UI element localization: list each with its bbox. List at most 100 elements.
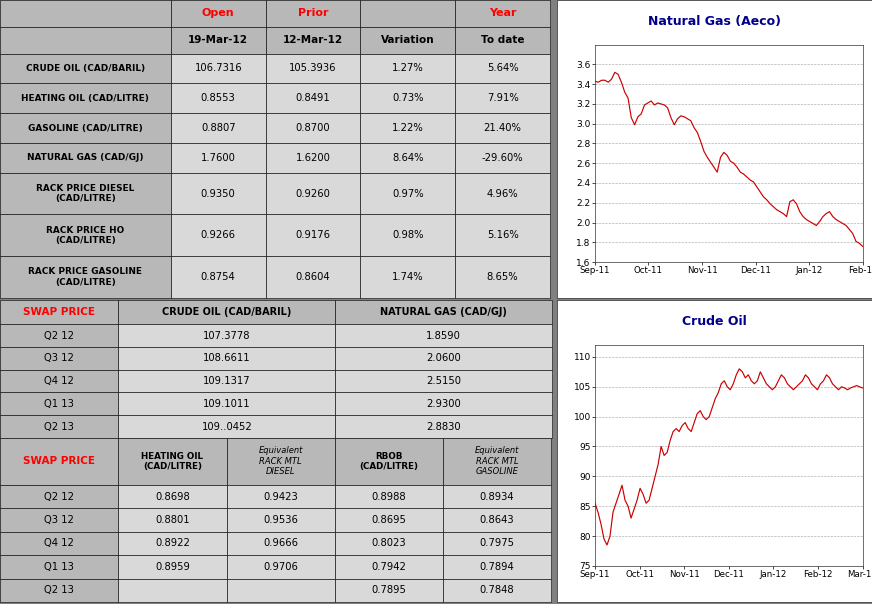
Bar [442, 555, 551, 579]
Bar [0, 508, 119, 532]
Bar [0, 532, 119, 555]
Bar [0, 415, 119, 438]
Text: 12-Mar-12: 12-Mar-12 [283, 35, 343, 45]
Bar [335, 485, 442, 508]
Bar [171, 143, 266, 173]
Text: Equivalent
RACK MTL
GASOLINE: Equivalent RACK MTL GASOLINE [474, 446, 519, 476]
Text: 0.7894: 0.7894 [480, 562, 514, 572]
Bar [360, 27, 455, 54]
Bar [227, 438, 335, 485]
Text: 0.9260: 0.9260 [296, 188, 330, 199]
Bar [360, 256, 455, 298]
Text: 105.3936: 105.3936 [290, 63, 337, 74]
Text: 0.9666: 0.9666 [263, 539, 298, 548]
Bar [335, 324, 552, 347]
Bar [0, 438, 119, 485]
Text: CRUDE OIL (CAD/BARIL): CRUDE OIL (CAD/BARIL) [26, 64, 145, 73]
Bar [442, 579, 551, 602]
Text: 0.8023: 0.8023 [371, 539, 405, 548]
Text: 2.5150: 2.5150 [426, 376, 461, 386]
Text: 0.8801: 0.8801 [155, 515, 190, 525]
Bar [0, 324, 119, 347]
Text: Q3 12: Q3 12 [44, 515, 74, 525]
Bar [0, 256, 171, 298]
Text: RBOB
(CAD/LITRE): RBOB (CAD/LITRE) [359, 452, 418, 471]
Bar [0, 113, 171, 143]
Text: Prior: Prior [297, 8, 328, 18]
Bar [360, 54, 455, 83]
Bar [266, 214, 360, 256]
Text: 0.8643: 0.8643 [480, 515, 514, 525]
Text: 109..0452: 109..0452 [201, 422, 252, 431]
Text: Q1 13: Q1 13 [44, 562, 74, 572]
Bar [266, 54, 360, 83]
Text: 0.7975: 0.7975 [480, 539, 514, 548]
Bar [227, 508, 335, 532]
Bar [360, 214, 455, 256]
Bar [119, 393, 335, 415]
Text: SWAP PRICE: SWAP PRICE [24, 307, 95, 317]
Text: RACK PRICE HO
(CAD/LITRE): RACK PRICE HO (CAD/LITRE) [46, 225, 125, 245]
Bar [0, 347, 119, 370]
Text: 19-Mar-12: 19-Mar-12 [188, 35, 249, 45]
Bar [455, 143, 550, 173]
Bar [335, 393, 552, 415]
Bar [442, 532, 551, 555]
Text: Year: Year [489, 8, 516, 18]
Text: 0.9176: 0.9176 [296, 230, 330, 240]
Text: 1.74%: 1.74% [392, 272, 424, 282]
Bar [335, 300, 552, 324]
Text: 1.8590: 1.8590 [426, 331, 460, 341]
Bar [0, 27, 171, 54]
Bar [0, 54, 171, 83]
Text: RACK PRICE DIESEL
(CAD/LITRE): RACK PRICE DIESEL (CAD/LITRE) [37, 184, 134, 204]
Text: 0.7942: 0.7942 [371, 562, 406, 572]
Bar [360, 173, 455, 214]
Bar [0, 393, 119, 415]
Bar [119, 324, 335, 347]
Text: 5.64%: 5.64% [487, 63, 519, 74]
Text: 0.7848: 0.7848 [480, 585, 514, 596]
Text: 106.7316: 106.7316 [194, 63, 242, 74]
Text: 0.9706: 0.9706 [263, 562, 298, 572]
Text: Open: Open [202, 8, 235, 18]
Bar [335, 508, 442, 532]
Text: 7.91%: 7.91% [487, 93, 519, 103]
Text: 2.0600: 2.0600 [426, 353, 460, 364]
Text: 0.8934: 0.8934 [480, 492, 514, 501]
Bar [119, 347, 335, 370]
Text: 0.8491: 0.8491 [296, 93, 330, 103]
Text: Variation: Variation [381, 35, 434, 45]
Bar [119, 415, 335, 438]
Bar [335, 532, 442, 555]
Bar [119, 485, 227, 508]
Bar [0, 0, 171, 27]
Text: GASOLINE (CAD/LITRE): GASOLINE (CAD/LITRE) [28, 124, 143, 132]
Bar [119, 555, 227, 579]
Bar [455, 113, 550, 143]
Text: 5.16%: 5.16% [487, 230, 519, 240]
Bar [171, 214, 266, 256]
Bar [455, 83, 550, 113]
Bar [171, 113, 266, 143]
Bar [455, 27, 550, 54]
Text: Q4 12: Q4 12 [44, 376, 74, 386]
Bar [0, 485, 119, 508]
Text: Q1 13: Q1 13 [44, 399, 74, 409]
Bar [0, 214, 171, 256]
Bar [360, 143, 455, 173]
Bar [455, 54, 550, 83]
Bar [119, 508, 227, 532]
Text: RACK PRICE GASOLINE
(CAD/LITRE): RACK PRICE GASOLINE (CAD/LITRE) [29, 267, 142, 287]
Bar [0, 300, 119, 324]
Text: SWAP PRICE: SWAP PRICE [24, 457, 95, 466]
Text: 0.9536: 0.9536 [263, 515, 298, 525]
Bar [335, 579, 442, 602]
Text: 0.8604: 0.8604 [296, 272, 330, 282]
Bar [442, 485, 551, 508]
Text: 4.96%: 4.96% [487, 188, 519, 199]
Text: 1.7600: 1.7600 [201, 153, 235, 163]
Text: 0.73%: 0.73% [392, 93, 424, 103]
Text: 2.9300: 2.9300 [426, 399, 460, 409]
Bar [360, 83, 455, 113]
